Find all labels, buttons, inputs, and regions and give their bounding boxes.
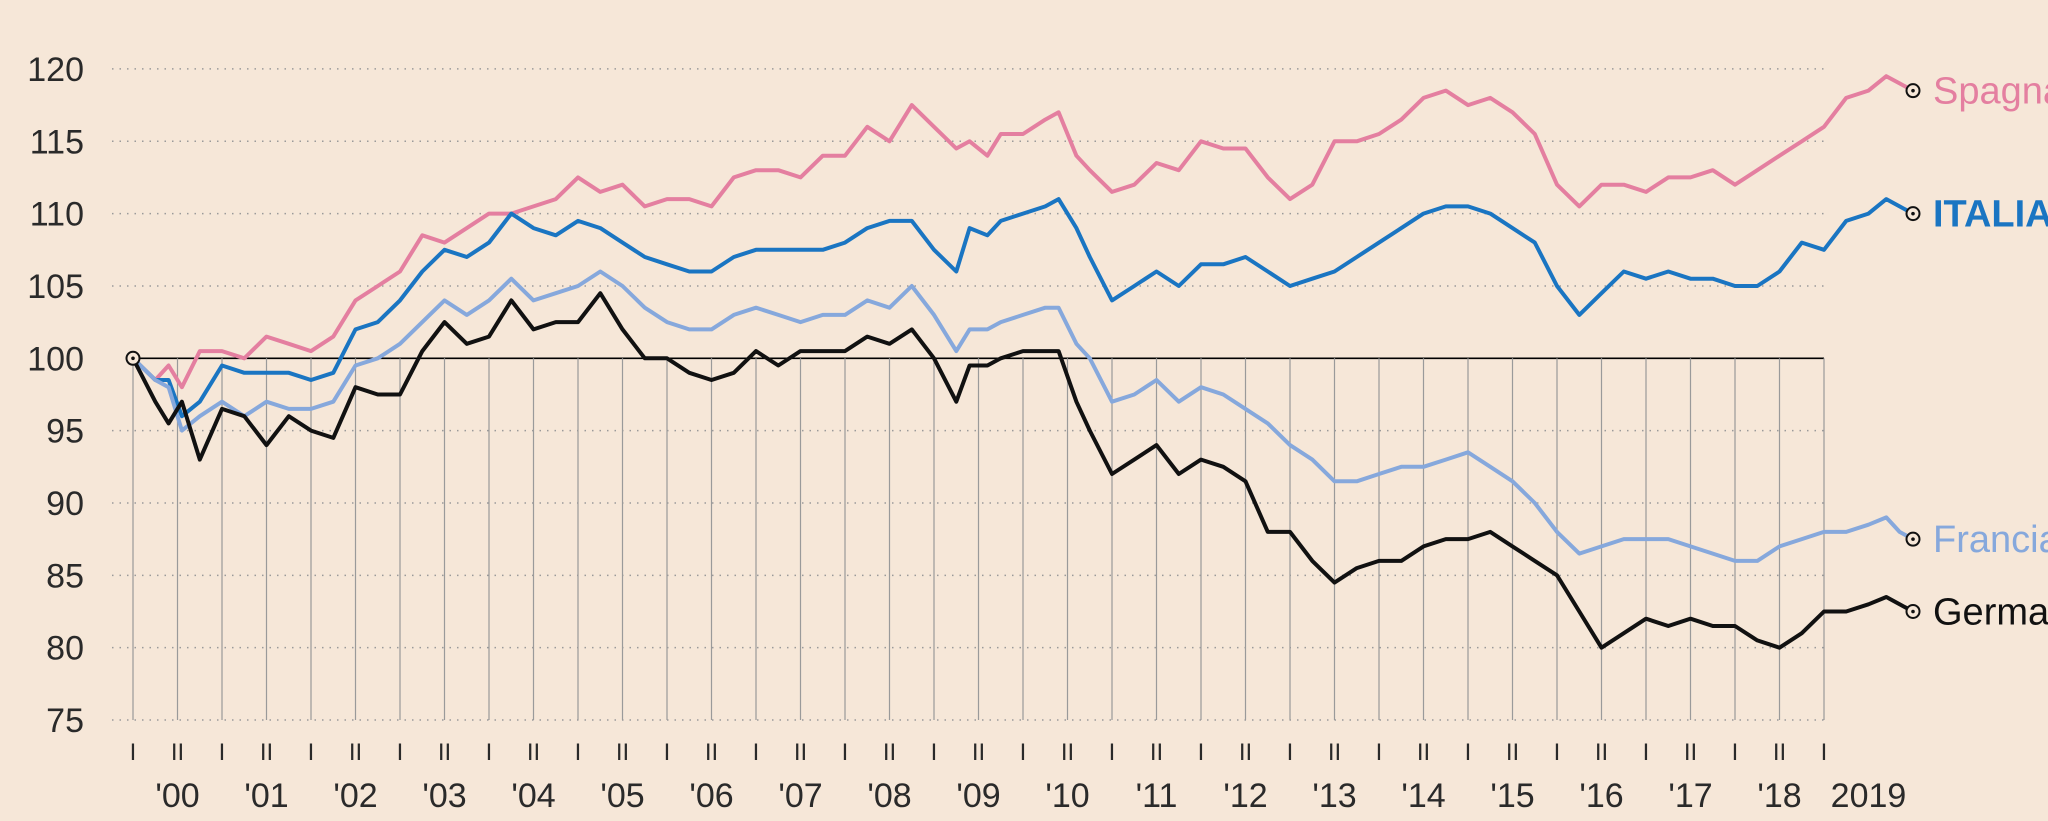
series-label-italia: ITALIA: [1933, 194, 2048, 236]
year-tick-label: '13: [1312, 777, 1356, 815]
year-tick-label: '06: [689, 777, 733, 815]
year-tick-label: '04: [511, 777, 555, 815]
semester-tick-label: I: [130, 739, 137, 766]
year-tick-label: '10: [1045, 777, 1089, 815]
semester-tick-label: I: [842, 739, 849, 766]
semester-tick-label: II: [1595, 739, 1608, 766]
semester-tick-label: I: [1465, 739, 1472, 766]
y-tick-label: 85: [46, 557, 84, 595]
grid: [112, 68, 1825, 721]
year-tick-label: '15: [1490, 777, 1534, 815]
semester-tick-label: I: [1554, 739, 1561, 766]
year-tick-label: '14: [1401, 777, 1445, 815]
year-tick-label: '16: [1579, 777, 1623, 815]
series-line-germania: [131, 291, 1915, 650]
series-label-francia: Francia: [1933, 519, 2048, 561]
semester-tick-label: II: [1061, 739, 1074, 766]
series-label-germania: Germania: [1933, 591, 2048, 633]
series-line-spagna: [131, 74, 1915, 390]
end-marker-italia: [1905, 206, 1921, 222]
year-tick-label: '02: [333, 777, 377, 815]
x-axis: I II'00I II'01I II'02I II'03I II'04I II'05I II'…: [130, 739, 1907, 815]
semester-tick-label: I: [397, 739, 404, 766]
y-tick-label: 105: [27, 268, 84, 306]
series-line-francia: [131, 269, 1915, 563]
year-tick-label: '01: [244, 777, 288, 815]
year-tick-label: 2019: [1831, 777, 1907, 815]
semester-tick-label: II: [171, 739, 184, 766]
year-tick-label: '08: [867, 777, 911, 815]
y-axis: 75 80 85 90 95 100 105 110 115 120: [27, 51, 84, 740]
y-tick-label: 75: [46, 702, 84, 740]
year-tick-label: '05: [600, 777, 644, 815]
semester-tick-label: II: [705, 739, 718, 766]
semester-tick-label: II: [616, 739, 629, 766]
year-tick-label: '03: [422, 777, 466, 815]
series-line-italia: [131, 197, 1915, 419]
semester-tick-label: I: [753, 739, 760, 766]
semester-tick-label: I: [219, 739, 226, 766]
semester-tick-label: I: [1821, 739, 1828, 766]
semester-tick-label: II: [1684, 739, 1697, 766]
semester-tick-label: II: [438, 739, 451, 766]
semester-tick-label: I: [1376, 739, 1383, 766]
series-lines: [131, 74, 1915, 650]
end-marker-germania: [1905, 603, 1921, 619]
semester-tick-label: I: [664, 739, 671, 766]
year-tick-label: '07: [778, 777, 822, 815]
semester-tick-label: II: [1506, 739, 1519, 766]
y-tick-label: 95: [46, 413, 84, 451]
semester-tick-label: I: [486, 739, 493, 766]
semester-tick-label: II: [1417, 739, 1430, 766]
year-tick-label: '12: [1223, 777, 1267, 815]
year-tick-label: '09: [956, 777, 1000, 815]
end-marker-spagna: [1905, 83, 1921, 99]
y-tick-label: 120: [27, 51, 84, 89]
end-marker-francia: [1905, 531, 1921, 547]
year-tick-label: '18: [1757, 777, 1801, 815]
semester-tick-label: II: [527, 739, 540, 766]
semester-tick-label: II: [260, 739, 273, 766]
semester-tick-label: I: [1109, 739, 1116, 766]
y-tick-label: 100: [27, 340, 84, 378]
semester-tick-label: I: [308, 739, 315, 766]
semester-tick-label: II: [972, 739, 985, 766]
semester-tick-label: II: [1328, 739, 1341, 766]
semester-tick-label: II: [1773, 739, 1786, 766]
semester-tick-label: I: [1198, 739, 1205, 766]
semester-tick-label: II: [1150, 739, 1163, 766]
start-marker: [125, 350, 141, 366]
y-tick-label: 110: [30, 196, 84, 234]
semester-tick-label: I: [1732, 739, 1739, 766]
year-tick-label: '11: [1136, 777, 1178, 815]
year-tick-label: '17: [1668, 777, 1712, 815]
semester-tick-label: II: [883, 739, 896, 766]
semester-tick-label: I: [575, 739, 582, 766]
semester-tick-label: II: [349, 739, 362, 766]
y-tick-label: 90: [46, 485, 84, 523]
series-labels: Spagna ITALIA Francia Germania: [125, 71, 2048, 633]
semester-tick-label: II: [1239, 739, 1252, 766]
semester-tick-label: I: [1287, 739, 1294, 766]
semester-tick-label: II: [794, 739, 807, 766]
y-tick-label: 115: [30, 123, 84, 161]
semester-tick-label: I: [1643, 739, 1650, 766]
year-tick-label: '00: [155, 777, 199, 815]
y-tick-label: 80: [46, 630, 84, 668]
series-label-spagna: Spagna: [1933, 71, 2048, 113]
semester-tick-label: I: [1020, 739, 1027, 766]
semester-tick-label: I: [931, 739, 938, 766]
